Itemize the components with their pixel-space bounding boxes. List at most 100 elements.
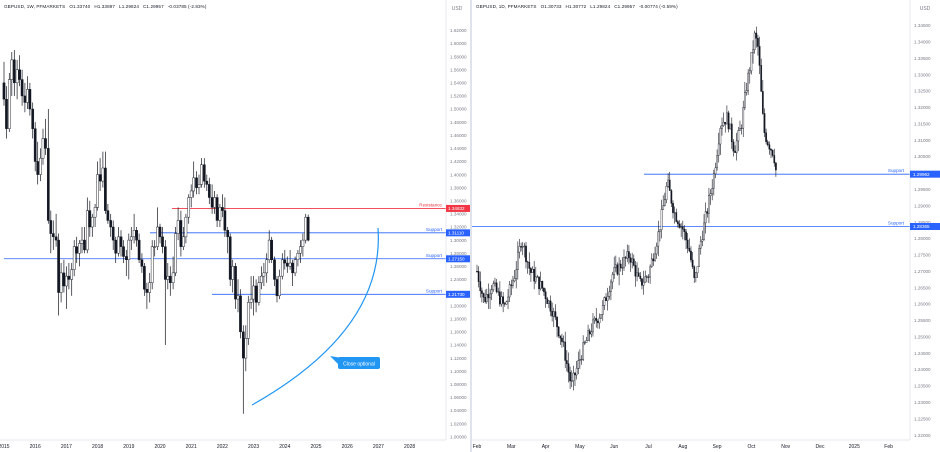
candle-body: [678, 223, 681, 228]
candle-body: [533, 269, 536, 282]
candle-body: [636, 272, 638, 277]
daily-candlestick-chart[interactable]: Support Support USD 1.34500 1.34000 1.33500…: [472, 0, 940, 452]
weekly-chart-panel[interactable]: GBPUSD, 1W, PFMARKETS O1.33740 H1.33897 L1.…: [0, 0, 470, 452]
x-tick-label: Dec: [816, 444, 825, 450]
candle-body: [200, 164, 203, 185]
candle-body: [657, 231, 660, 247]
candle-body: [739, 128, 741, 131]
close-optional-label: Close optional: [343, 361, 375, 367]
y-tick-label: 1.29500: [914, 187, 931, 192]
candle-body: [768, 144, 771, 150]
low-value: L1.29824: [119, 4, 140, 9]
candle-body: [62, 272, 66, 287]
candle-body: [221, 207, 224, 211]
y-tick-label: 1.38000: [450, 185, 467, 190]
candle-body: [644, 276, 647, 283]
candle-body: [616, 264, 619, 275]
candle-body: [539, 281, 542, 290]
candle-body: [481, 290, 483, 294]
change-value: -0.00774 (-0.59%): [638, 4, 678, 9]
candle-body: [531, 269, 534, 273]
candle-body: [244, 338, 248, 359]
open-value: O1.30733: [540, 4, 562, 9]
candle-body: [639, 275, 642, 279]
candle-body: [693, 266, 696, 278]
candle-body: [711, 188, 714, 194]
panel-divider[interactable]: [470, 0, 472, 452]
candle-body: [513, 278, 516, 282]
y-tick-label: 1.29000: [914, 203, 931, 208]
x-tick-label: Jul: [645, 444, 651, 450]
candle-body: [579, 359, 581, 361]
candle-body: [283, 259, 287, 264]
candle-body: [489, 293, 491, 299]
y-tick-label: 1.31500: [914, 121, 931, 126]
candle-body: [257, 282, 261, 303]
candle-body: [12, 59, 16, 84]
candle-body: [742, 107, 745, 129]
price-tag: [446, 204, 470, 212]
candle-body: [601, 305, 604, 315]
candle-body: [44, 138, 47, 149]
weekly-candlestick-chart[interactable]: Resistance Support Support Support Close op…: [0, 0, 470, 452]
candle-body: [75, 246, 79, 254]
candle-body: [51, 233, 55, 238]
candle-body: [88, 210, 92, 228]
candle-body: [10, 59, 14, 80]
candle-body: [15, 69, 19, 84]
candle-body: [166, 275, 170, 280]
candle-body: [93, 207, 97, 218]
candle-body: [655, 245, 658, 255]
x-tick-label: 2023: [248, 444, 259, 450]
y-tick-label: 1.16000: [450, 330, 467, 335]
candle-body: [570, 380, 573, 382]
candle-body: [709, 193, 712, 196]
candle-body: [688, 248, 691, 252]
candle-body: [621, 267, 624, 269]
candle-body: [137, 239, 141, 260]
y-tick-label: 1.04000: [450, 408, 467, 413]
close-value: C1.29957: [143, 4, 164, 9]
candle-body: [278, 275, 281, 297]
candle-body: [515, 269, 518, 279]
candle-body: [26, 89, 29, 103]
candle-body: [210, 197, 214, 208]
y-tick-label: 1.34000: [450, 212, 467, 217]
x-tick-label: 2021: [186, 444, 197, 450]
y-tick-label: 1.24000: [914, 367, 931, 372]
candle-body: [270, 239, 274, 260]
candle-body: [675, 212, 678, 222]
y-tick-label: 1.50000: [450, 107, 467, 112]
candle-body: [83, 239, 86, 251]
candle-body: [544, 291, 547, 300]
candle-body: [182, 236, 185, 247]
candle-body: [485, 294, 488, 302]
candle-body: [477, 271, 480, 282]
y-tick-label: 1.14000: [450, 343, 467, 348]
candle-body: [161, 236, 164, 247]
candle-body: [5, 98, 8, 129]
x-tick-label: May: [575, 444, 585, 450]
candle-body: [23, 95, 27, 103]
candle-body: [7, 79, 11, 129]
candle-body: [505, 301, 508, 305]
candle-body: [507, 296, 509, 302]
candle-body: [763, 113, 766, 133]
daily-chart-panel[interactable]: GBPUSD, 1D, PFMARKETS O1.30733 H1.30772 L1.…: [472, 0, 940, 452]
candle-body: [101, 167, 105, 182]
candle-body: [690, 250, 692, 261]
y-tick-label: 1.60000: [450, 41, 467, 46]
candle-body: [590, 331, 593, 335]
candle-body: [708, 195, 710, 214]
candle-body: [771, 150, 774, 156]
candle-body: [582, 342, 585, 360]
x-tick-label: Feb: [473, 444, 482, 450]
candle-body: [492, 283, 495, 291]
x-tick-label: Jun: [610, 444, 618, 450]
candle-body: [36, 161, 40, 175]
candle-body: [593, 318, 596, 321]
x-tick-label: 2024: [279, 444, 290, 450]
candle-body: [33, 128, 37, 162]
candle-body: [554, 311, 557, 318]
candle-body: [234, 266, 237, 300]
